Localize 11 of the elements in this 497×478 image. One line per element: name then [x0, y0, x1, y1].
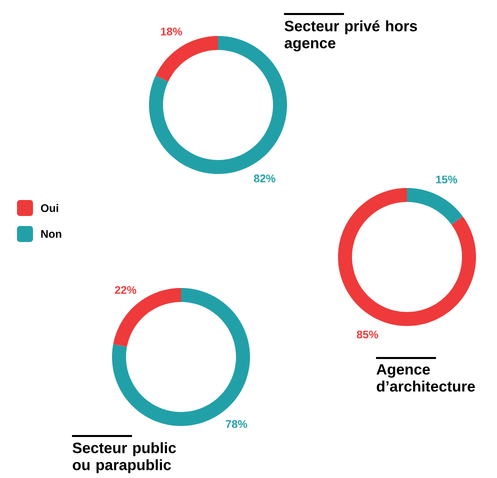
text: Secteur privé hors agence	[284, 20, 417, 52]
legend-label: Non	[41, 230, 62, 238]
data-label: 85%	[356, 330, 378, 338]
data-label: 18%	[161, 28, 182, 36]
data-label: 22%	[114, 286, 136, 294]
data-label: 78%	[226, 420, 248, 428]
legend-label: Oui	[40, 204, 58, 212]
text: Secteur public ou parapublic	[72, 442, 176, 474]
data-label: 82%	[254, 174, 276, 182]
text: Agence d’architecture	[376, 364, 475, 392]
data-label: 15%	[436, 176, 458, 184]
